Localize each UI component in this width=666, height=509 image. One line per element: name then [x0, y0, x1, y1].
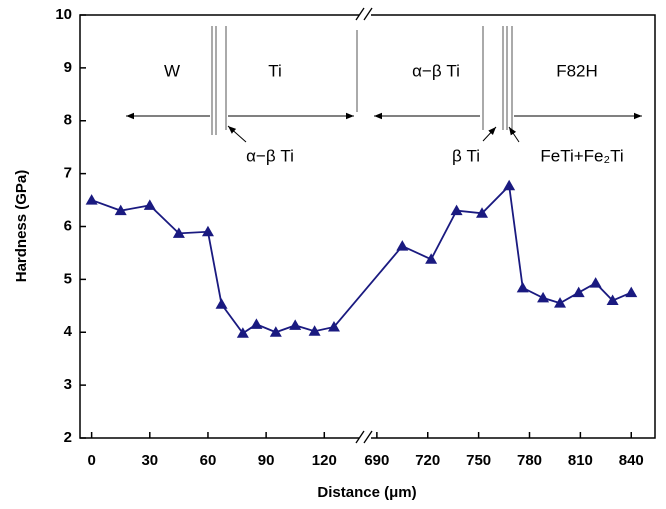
data-point — [236, 327, 249, 338]
data-point — [589, 277, 602, 288]
data-point — [425, 253, 438, 264]
x-tick-label: 750 — [466, 452, 491, 469]
x-axis-label: Distance (μm) — [317, 484, 416, 501]
x-tick-label: 90 — [258, 452, 275, 469]
data-point — [396, 240, 409, 251]
axis-break — [355, 7, 373, 445]
annotation: FeTi+Fe₂Ti — [540, 146, 623, 165]
y-tick-label: 9 — [64, 59, 72, 76]
data-point — [308, 325, 321, 336]
y-tick-label: 4 — [64, 323, 73, 340]
x-tick-label: 780 — [517, 452, 542, 469]
y-tick-label: 8 — [64, 112, 72, 129]
y-tick-label: 3 — [64, 376, 72, 393]
annotation: F82H — [556, 61, 598, 80]
x-tick-label: 0 — [87, 452, 95, 469]
y-tick-label: 5 — [64, 270, 72, 287]
data-point — [215, 298, 228, 309]
data-point — [476, 207, 489, 218]
data-point — [250, 318, 263, 329]
annotation: β Ti — [452, 146, 480, 165]
data-point — [606, 294, 619, 306]
annotation: α−β Ti — [246, 146, 294, 165]
data-point — [554, 297, 567, 308]
data-line — [91, 183, 632, 335]
region-boundaries — [211, 26, 513, 135]
data-point — [269, 326, 282, 337]
x-tick-label: 60 — [200, 452, 217, 469]
data-point — [143, 199, 156, 210]
region-arrows — [126, 112, 642, 143]
x-tick-label: 120 — [312, 452, 337, 469]
data-point — [516, 281, 529, 293]
y-tick-label: 10 — [55, 6, 72, 23]
data-point — [503, 179, 516, 191]
y-axis-label: Hardness (GPa) — [13, 170, 30, 283]
x-tick-label: 690 — [364, 452, 389, 469]
data-point — [172, 227, 185, 238]
y-tick-label: 2 — [64, 429, 72, 446]
data-point — [327, 320, 340, 332]
annotation: Ti — [268, 61, 282, 80]
data-point — [625, 286, 638, 298]
x-tick-label: 840 — [619, 452, 644, 469]
data-point — [572, 286, 585, 298]
x-tick-label: 30 — [141, 452, 158, 469]
annotation: α−β Ti — [412, 61, 460, 80]
data-point — [85, 194, 98, 205]
x-tick-label: 720 — [415, 452, 440, 469]
data-point — [289, 319, 302, 330]
annotations: W Ti α−β Ti F82H α−β Ti β Ti FeTi+Fe₂Ti — [164, 61, 624, 165]
y-tick-label: 7 — [64, 165, 72, 182]
x-tick-label: 810 — [568, 452, 593, 469]
annotation: W — [164, 61, 180, 80]
y-tick-label: 6 — [64, 217, 72, 234]
data-point — [450, 204, 463, 216]
data-point — [114, 204, 127, 216]
data-point — [537, 291, 550, 303]
data-point — [201, 225, 214, 237]
